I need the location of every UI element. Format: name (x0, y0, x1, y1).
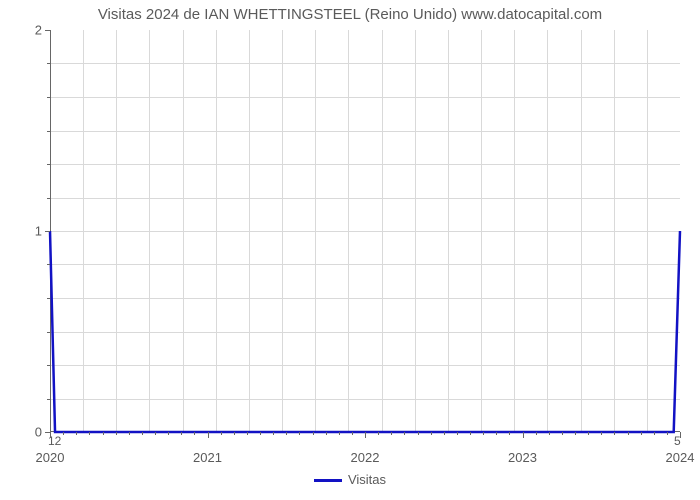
x-minor-tick (142, 432, 143, 435)
x-tick (680, 432, 681, 438)
x-minor-tick (496, 432, 497, 435)
y-minor-tick (47, 63, 50, 64)
legend: Visitas (0, 472, 700, 487)
x-minor-tick (418, 432, 419, 435)
x-minor-tick (667, 432, 668, 435)
x-minor-tick (103, 432, 104, 435)
x-tick-label: 2023 (508, 450, 537, 465)
x-minor-tick (273, 432, 274, 435)
x-minor-tick (562, 432, 563, 435)
x-minor-tick (234, 432, 235, 435)
x-minor-tick (326, 432, 327, 435)
y-minor-tick (47, 264, 50, 265)
x-minor-tick (313, 432, 314, 435)
x-minor-tick (63, 432, 64, 435)
x-minor-tick (549, 432, 550, 435)
x-minor-tick (654, 432, 655, 435)
chart-title: Visitas 2024 de IAN WHETTINGSTEEL (Reino… (0, 6, 700, 23)
x-minor-tick (89, 432, 90, 435)
y-minor-tick (47, 131, 50, 132)
x-minor-tick (457, 432, 458, 435)
legend-swatch (314, 479, 342, 482)
x-tick-label: 2020 (36, 450, 65, 465)
y-minor-tick (47, 231, 50, 232)
x-minor-tick (286, 432, 287, 435)
x-minor-tick (76, 432, 77, 435)
x-minor-tick (299, 432, 300, 435)
y-minor-tick (47, 365, 50, 366)
x-minor-tick (444, 432, 445, 435)
x-tick (365, 432, 366, 438)
x-minor-tick (378, 432, 379, 435)
y-tick-label: 0 (35, 425, 42, 440)
y-minor-tick (47, 332, 50, 333)
x-minor-tick (641, 432, 642, 435)
x-minor-tick (614, 432, 615, 435)
x-minor-tick (628, 432, 629, 435)
x-minor-tick (352, 432, 353, 435)
x-minor-tick (129, 432, 130, 435)
x-tick-label: 2024 (666, 450, 695, 465)
x-tick (50, 432, 51, 438)
legend-label: Visitas (348, 472, 386, 487)
x-minor-tick (260, 432, 261, 435)
x-tick (523, 432, 524, 438)
y-tick-label: 1 (35, 224, 42, 239)
x-minor-tick (588, 432, 589, 435)
x-minor-tick (404, 432, 405, 435)
x-minor-tick (339, 432, 340, 435)
x-minor-tick (509, 432, 510, 435)
series-line (50, 30, 680, 432)
y-tick (45, 30, 50, 31)
y-minor-tick (47, 198, 50, 199)
x-minor-tick (470, 432, 471, 435)
x-minor-tick (116, 432, 117, 435)
x-minor-tick (221, 432, 222, 435)
x-minor-tick (575, 432, 576, 435)
x-tick (208, 432, 209, 438)
x-tick-label: 2022 (351, 450, 380, 465)
x-minor-tick (194, 432, 195, 435)
x-minor-tick (601, 432, 602, 435)
x-tick-label: 2021 (193, 450, 222, 465)
plot-area (50, 30, 680, 432)
x-minor-tick (483, 432, 484, 435)
y-tick-label: 2 (35, 23, 42, 38)
x-minor-tick (168, 432, 169, 435)
x-minor-tick (247, 432, 248, 435)
x-minor-tick (431, 432, 432, 435)
y-minor-tick (47, 298, 50, 299)
y-minor-tick (47, 399, 50, 400)
x-minor-tick (536, 432, 537, 435)
y-minor-tick (47, 97, 50, 98)
x-minor-tick (391, 432, 392, 435)
y-minor-tick (47, 164, 50, 165)
x-minor-tick (181, 432, 182, 435)
chart-container: { "chart": { "type": "line", "title": "V… (0, 0, 700, 500)
x-minor-tick (155, 432, 156, 435)
